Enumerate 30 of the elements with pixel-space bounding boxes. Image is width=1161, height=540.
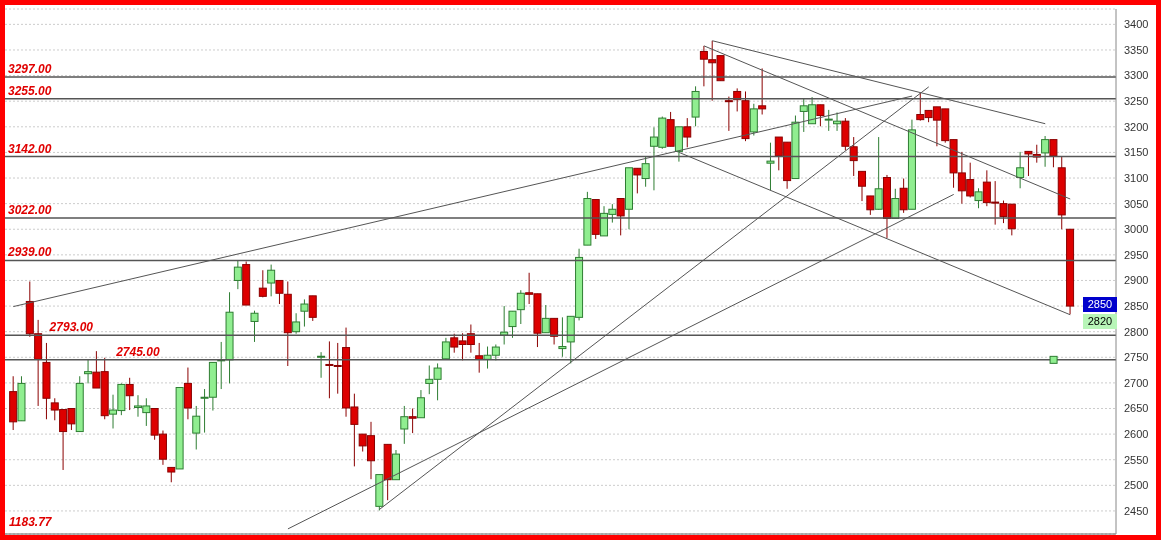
y-tick-label: 2750 (1124, 351, 1149, 364)
y-tick-label: 3250 (1124, 95, 1149, 108)
y-tick-label: 2700 (1124, 376, 1149, 389)
y-tick-label: 3300 (1124, 69, 1149, 82)
y-tick-label: 2450 (1124, 504, 1149, 517)
ref-line-label: 3255.00 (8, 83, 52, 98)
ref-line-label: 2745.00 (115, 344, 160, 359)
y-tick-label: 2500 (1124, 479, 1149, 492)
y-tick-label: 2950 (1124, 248, 1149, 261)
y-tick-label: 3000 (1124, 223, 1149, 236)
annotation: 1183.77 (9, 515, 52, 529)
y-tick-label: 3100 (1124, 171, 1149, 184)
y-tick-label: 3400 (1124, 18, 1149, 31)
y-tick-label: 3050 (1124, 197, 1149, 210)
text: 2820 (1083, 314, 1117, 329)
text: 2850 (1083, 297, 1117, 312)
y-tick-label: 2900 (1124, 274, 1149, 287)
ref-line-label: 2793.00 (48, 320, 94, 335)
y-tick-label: 2850 (1124, 299, 1149, 312)
y-tick-label: 2600 (1124, 428, 1149, 441)
ref-line-label: 2939.00 (7, 245, 52, 260)
y-tick-label: 3350 (1124, 43, 1149, 56)
y-tick-label: 2550 (1124, 453, 1149, 466)
ref-line-label: 3297.00 (8, 62, 52, 77)
ref-line-label: 3142.00 (8, 141, 52, 156)
y-tick-label: 3200 (1124, 120, 1149, 133)
y-tick-label: 3150 (1124, 146, 1149, 159)
y-tick-label: 2800 (1124, 325, 1149, 338)
ref-line-label: 3022.00 (8, 202, 52, 217)
y-tick-label: 2650 (1124, 402, 1149, 415)
